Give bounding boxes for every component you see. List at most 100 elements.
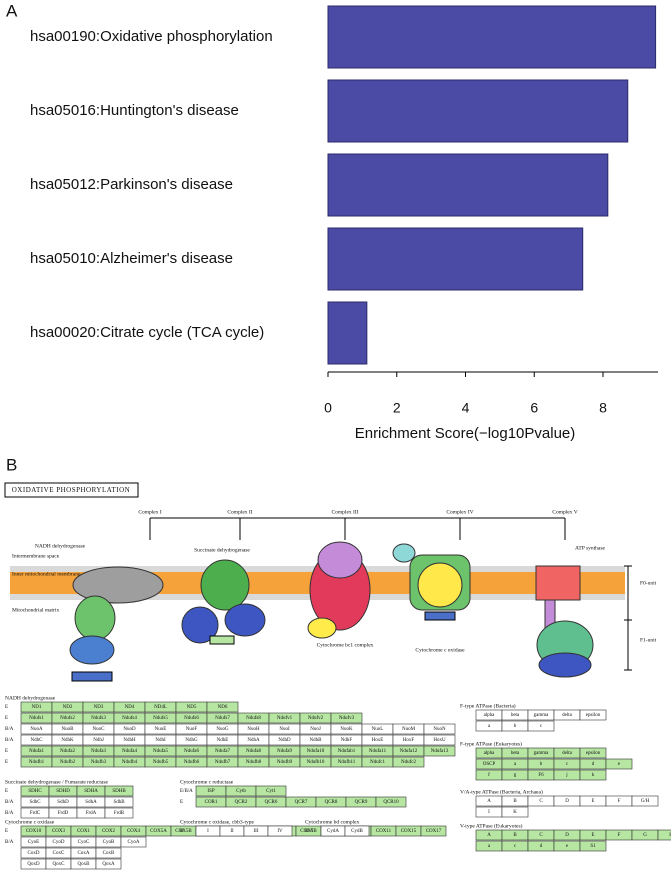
gene-label: CyoC [78,840,90,845]
gene-label: Ndufa6 [184,749,199,754]
gene-label: NuoF [186,727,198,732]
gene-label: gamma [534,751,549,756]
gene-label: H [669,833,671,838]
gene-label: II [230,829,234,834]
diagram-label: Mitochondrial matrix [12,607,59,613]
group-label: Cytochrome c reductase [180,779,234,785]
gene-box [579,840,607,852]
row-prefix: E [5,705,8,710]
gene-label: HoxF [403,738,415,743]
gene-label: ND4L [154,705,167,710]
gene-label: K [513,810,517,815]
gene-label: G [643,833,647,838]
row-prefix: E [5,760,8,765]
gene-label: Ndufs5 [153,716,168,721]
gene-box [95,847,122,859]
gene-box [579,769,607,781]
gene-box [267,825,293,837]
diagram-label: Intermembrane space [12,553,60,559]
gene-label: alpha [484,713,496,718]
gene-label: Ndufa5 [153,749,168,754]
bar [327,79,629,143]
gene-label: Ndufb11 [338,760,356,765]
unit-bracket [624,565,632,671]
complex-label: Complex V [552,509,577,515]
complex-shape [392,543,416,563]
gene-label: NuoC [93,727,106,732]
gene-label: CydB [351,829,363,834]
gene-label: D [565,833,569,838]
gene-label: NuoE [155,727,167,732]
gene-label: COX4 [127,829,141,834]
gene-box [423,745,456,757]
gene-box [104,785,134,797]
gene-label: SDHB [112,789,126,794]
gene-box [330,712,363,724]
complex-label: Complex I [138,509,162,515]
gene-label: Ndufb5 [153,760,169,765]
gene-label: Ndufb1 [29,760,45,765]
row-prefix: E [5,829,8,834]
gene-box [104,807,134,819]
gene-box [423,734,456,746]
gene-label: NuoG [216,727,229,732]
gene-label: ND2 [63,705,73,710]
enzyme-box [424,611,456,621]
gene-label: e [618,762,621,767]
gene-label: Ndufs3 [91,716,106,721]
group-label: F-type ATPase (Bacteria) [460,702,516,709]
gene-label: Ndufv3 [339,716,355,721]
gene-label: epsilon [586,751,601,756]
complex-shape [181,606,219,644]
complex-shape [74,595,116,641]
gene-label: c [566,762,569,767]
row-prefix: B/A [5,811,14,816]
gene-box [527,720,555,732]
gene-label: gamma [534,713,549,718]
gene-label: HoxU [433,738,446,743]
gene-label: SDHA [84,789,98,794]
diagram-label: Inner mitochondrial membrane [12,571,81,577]
gene-label: COX3 [52,829,66,834]
complex-label: Complex II [227,509,252,515]
group-label: F-type ATPase (Eukaryotes) [460,740,522,747]
gene-box [423,723,456,735]
gene-label: f [488,773,490,778]
gene-box [631,795,659,807]
gene-label: Ndufa4 [122,749,137,754]
row-prefix: E [5,716,8,721]
gene-label: Ndufb4 [122,760,138,765]
row-prefix: B [180,829,184,834]
gene-box [344,825,370,837]
gene-label: B [513,799,517,804]
gene-label: COX1 [77,829,91,834]
gene-label: CoxB [103,851,115,856]
gene-label: NdhI [155,738,166,743]
gene-label: NdhF [341,738,353,743]
gene-label: Ndufs7 [215,716,230,721]
gene-label: HoxE [372,738,384,743]
gene-label: Ndufa12 [400,749,418,754]
group-label: Cytochrome c oxidase [5,819,55,825]
diagram-title: OXIDATIVE PHOSPHORYLATION [12,486,130,494]
gene-label: CyoA [128,840,140,845]
gene-label: Ndufab1 [338,749,356,754]
gene-label: NuoK [340,727,353,732]
gene-label: ISP [207,789,214,794]
gene-box [95,858,122,870]
row-prefix: E/B/A [180,789,193,794]
gene-label: SDHD [56,789,70,794]
gene-label: ND3 [94,705,104,710]
gene-label: Ndufa7 [215,749,230,754]
gene-label: A [487,799,491,804]
gene-label: Ndufs4 [122,716,137,721]
gene-label: NuoN [433,727,446,732]
gene-label: NdhG [185,738,198,743]
gene-label: QoxD [27,862,40,867]
gene-label: Ndufa3 [91,749,106,754]
gene-label: IV [277,829,283,834]
gene-label: FrdD [58,811,69,816]
complex-shape [224,603,266,637]
gene-box [206,701,239,713]
gene-label: alpha [484,751,496,756]
